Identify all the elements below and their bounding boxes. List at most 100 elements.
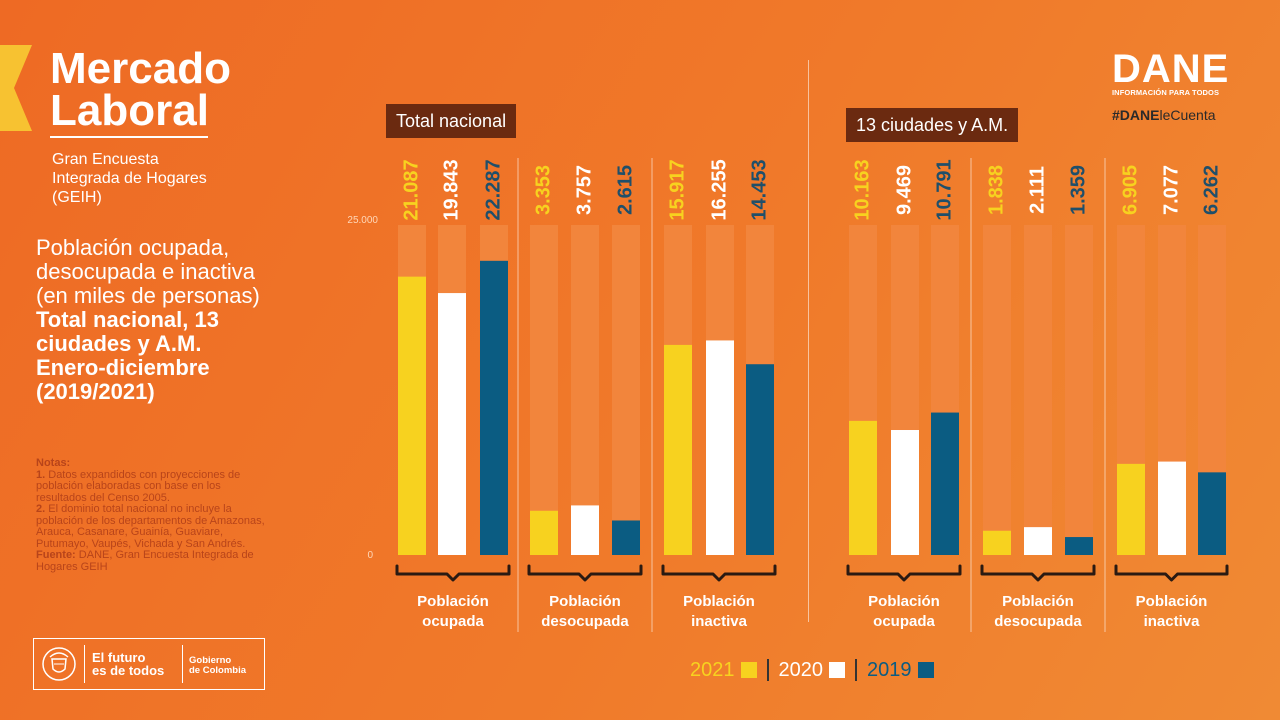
data-label: 22.287	[482, 159, 504, 220]
bar-track	[530, 225, 558, 555]
data-label: 1.838	[985, 165, 1007, 215]
data-label: 10.163	[851, 159, 873, 220]
chevron-logo-icon	[0, 45, 32, 131]
group-bracket	[980, 564, 1096, 582]
source-text: DANE, Gran Encuesta Integrada de Hogares…	[36, 549, 254, 573]
group-bracket	[395, 564, 511, 582]
y-tick-label: 25.000	[347, 215, 378, 226]
gov-divider-1	[84, 645, 85, 683]
data-label: 6.262	[1200, 165, 1222, 215]
gov-line-1: Gobierno	[189, 655, 232, 666]
dane-logo: DANE	[1112, 47, 1230, 91]
slogan-line-1: El futuro	[92, 650, 146, 665]
notes: Notas: 1. Datos expandidos con proyeccio…	[36, 457, 266, 573]
category-label: Población	[549, 593, 621, 610]
section-label-national: Total nacional	[386, 104, 517, 138]
desc-bold-4: (2019/2021)	[36, 379, 155, 404]
dane-brand: DANE INFORMACIÓN PARA TODOS #DANEleCuent…	[1112, 47, 1237, 123]
category-label: inactiva	[691, 613, 748, 630]
bar-2020	[891, 430, 919, 555]
data-label: 19.843	[440, 159, 462, 220]
title-line-1: Mercado	[50, 44, 231, 93]
category-label: Población	[1136, 593, 1208, 610]
title-divider	[50, 136, 208, 138]
desc-line-3: (en miles de personas)	[36, 283, 260, 308]
government-name: Gobierno de Colombia	[189, 656, 261, 676]
category-label: Población	[868, 593, 940, 610]
data-label: 3.757	[573, 165, 595, 215]
bar-2021	[664, 344, 692, 555]
data-label: 15.917	[666, 159, 688, 220]
hashtag-bold: #DANE	[1112, 107, 1160, 123]
note-1-text: Datos expandidos con proyecciones de pob…	[36, 468, 241, 504]
bar-2020	[1024, 527, 1052, 555]
bar-2020	[1158, 461, 1186, 555]
data-label: 1.359	[1067, 165, 1089, 215]
section-divider	[808, 60, 809, 622]
data-label: 21.087	[400, 159, 422, 220]
desc-line-1: Población ocupada,	[36, 235, 230, 260]
bar-2019	[746, 364, 774, 555]
slogan: El futuro es de todos	[92, 651, 182, 677]
coat-of-arms-icon	[42, 647, 76, 681]
note-1-number: 1.	[36, 468, 46, 481]
desc-bold-3: Enero-diciembre	[36, 355, 210, 380]
bar-2021	[1117, 463, 1145, 555]
desc-line-2: desocupada e inactiva	[36, 259, 255, 284]
group-bracket	[661, 564, 777, 582]
chart-description: Población ocupada, desocupada e inactiva…	[36, 236, 326, 404]
bar-2019	[931, 412, 959, 555]
section-label-cities: 13 ciudades y A.M.	[846, 108, 1019, 142]
group-bracket	[846, 564, 962, 582]
data-label: 7.077	[1160, 165, 1182, 215]
slogan-line-2: es de todos	[92, 663, 165, 678]
data-label: 16.255	[708, 159, 730, 220]
title-line-2: Laboral	[50, 86, 209, 135]
bar-2019	[480, 260, 508, 555]
legend-item-2020: 2020	[779, 659, 845, 682]
dane-hashtag: #DANEleCuenta	[1112, 107, 1237, 123]
bar-2021	[849, 420, 877, 555]
bar-2020	[571, 505, 599, 555]
category-label: Población	[1002, 593, 1074, 610]
bar-track	[571, 225, 599, 555]
bar-2021	[398, 276, 426, 555]
legend: 2021 2020 2019	[690, 658, 934, 682]
note-2-number: 2.	[36, 503, 46, 515]
page-title: Mercado Laboral	[50, 44, 231, 135]
bar-2021	[530, 510, 558, 555]
legend-label-2021: 2021	[690, 658, 735, 681]
bar-track	[612, 225, 640, 555]
government-logo-box: El futuro es de todos Gobierno de Colomb…	[33, 638, 265, 690]
desc-bold-2: ciudades y A.M.	[36, 331, 202, 356]
survey-subtitle: Gran Encuesta Integrada de Hogares (GEIH…	[52, 151, 207, 206]
category-label: desocupada	[994, 613, 1082, 630]
bar-2019	[1065, 537, 1093, 555]
category-label: inactiva	[1144, 613, 1201, 630]
data-label: 3.353	[532, 165, 554, 215]
category-label: ocupada	[873, 613, 935, 630]
bar-2020	[706, 340, 734, 555]
notes-heading: Notas:	[36, 457, 71, 469]
gov-line-2: de Colombia	[189, 665, 247, 676]
legend-swatch-2021	[740, 662, 757, 678]
gov-divider-2	[182, 645, 183, 683]
data-label: 10.791	[933, 159, 955, 220]
legend-swatch-2019	[917, 662, 934, 678]
legend-item-2019: 2019	[867, 659, 934, 682]
dane-tagline: INFORMACIÓN PARA TODOS	[1112, 88, 1220, 97]
data-label: 2.111	[1026, 166, 1048, 214]
desc-bold-1: Total nacional, 13	[36, 307, 219, 332]
bar-2020	[438, 293, 466, 555]
legend-swatch-2020	[829, 662, 845, 678]
bar-2019	[1198, 472, 1226, 555]
data-label: 6.905	[1119, 165, 1141, 215]
legend-separator	[766, 659, 769, 681]
data-label: 9.469	[893, 165, 915, 215]
legend-item-2021: 2021	[690, 659, 757, 682]
note-2-text: El dominio total nacional no incluye la …	[36, 503, 265, 550]
data-label: 14.453	[748, 159, 770, 220]
bar-2021	[983, 530, 1011, 555]
bar-track	[983, 225, 1011, 555]
data-label: 2.615	[614, 165, 636, 215]
